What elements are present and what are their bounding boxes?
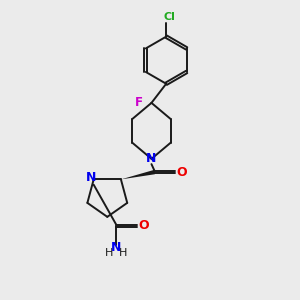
Polygon shape [121,170,155,179]
Text: H: H [105,248,113,258]
Text: O: O [138,220,148,232]
Text: Cl: Cl [164,13,176,22]
Text: N: N [86,170,97,184]
Text: F: F [135,96,143,109]
Text: H: H [118,248,127,258]
Text: O: O [176,166,187,178]
Text: N: N [146,152,157,165]
Text: N: N [111,241,121,254]
